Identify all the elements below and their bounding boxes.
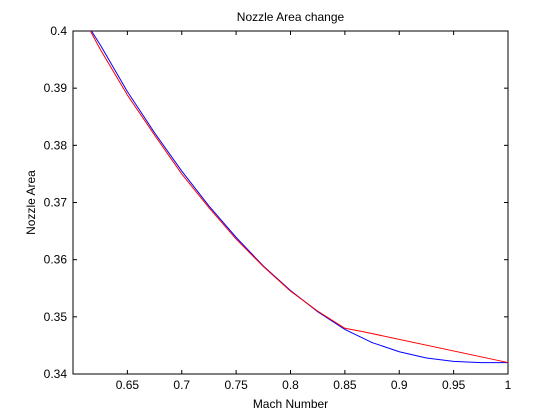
series-line-2 (89, 30, 509, 364)
x-tick-label: 0.95 (442, 378, 466, 392)
chart-title: Nozzle Area change (237, 10, 345, 24)
x-tick-label: 0.75 (224, 378, 248, 392)
series-group (89, 30, 509, 364)
y-tick-label: 0.39 (44, 81, 68, 95)
x-axis-label: Mach Number (253, 397, 328, 411)
x-tick-label: 0.8 (282, 378, 299, 392)
y-tick-label: 0.34 (44, 367, 68, 381)
y-tick-label: 0.38 (44, 138, 68, 152)
y-axis: 0.34 0.35 0.36 0.37 0.38 0.39 0.4 (44, 24, 508, 381)
x-tick-label: 0.9 (391, 378, 408, 392)
y-axis-label: Nozzle Area (24, 170, 38, 235)
x-tick-label: 0.7 (173, 378, 190, 392)
y-tick-label: 0.37 (44, 196, 68, 210)
x-tick-label: 0.85 (333, 378, 357, 392)
x-axis: 0.65 0.7 0.75 0.8 0.85 0.9 0.95 1 (116, 31, 512, 392)
x-tick-label: 1 (505, 378, 512, 392)
x-tick-label: 0.65 (116, 378, 140, 392)
plot-area (72, 30, 509, 375)
y-tick-label: 0.4 (50, 24, 67, 38)
y-tick-label: 0.36 (44, 253, 68, 267)
y-tick-label: 0.35 (44, 310, 68, 324)
